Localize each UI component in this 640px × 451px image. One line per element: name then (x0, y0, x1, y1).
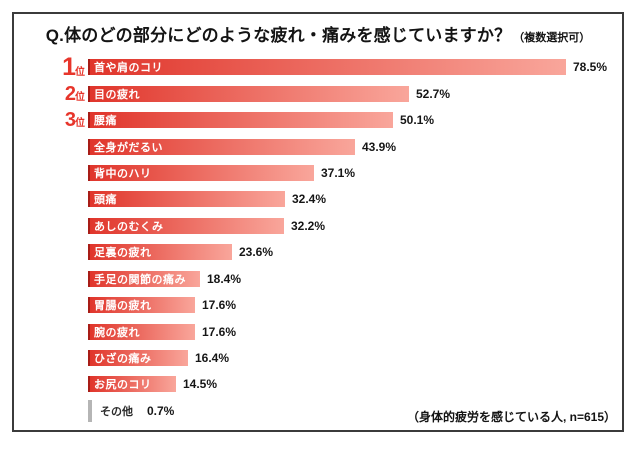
bar-value-label: 43.9% (362, 139, 397, 154)
bar: 首や肩のコリ (88, 59, 566, 76)
bar-value-label: 0.7% (147, 403, 175, 418)
bar: 胃腸の疲れ (88, 297, 195, 314)
table-row: お尻のコリ お尻のコリ 14.5% (14, 371, 622, 397)
bar-category-label: お尻のコリ (94, 379, 152, 392)
bar: 全身がだるい (88, 138, 355, 155)
table-row: 腕の疲れ 腕の疲れ 17.6% (14, 318, 622, 344)
bar: お尻のコリ (88, 376, 176, 393)
table-row: 全身がだるい 全身がだるい 43.9% (14, 133, 622, 159)
rank-label: 2位 (14, 84, 88, 104)
table-row: 手足の関節の痛み 手足の関節の痛み 18.4% (14, 266, 622, 292)
bar: 頭痛 (88, 191, 285, 208)
bar-category-label: 手足の関節の痛み (94, 273, 186, 286)
table-row: 胃腸の疲れ 胃腸の疲れ 17.6% (14, 292, 622, 318)
bar-value-label: 17.6% (202, 298, 237, 313)
table-row: 3位 腰痛 腰痛 50.1% (14, 107, 622, 133)
table-row: 足裏の疲れ 足裏の疲れ 23.6% (14, 239, 622, 265)
bar: 目の疲れ (88, 85, 409, 102)
table-row: あしのむくみ あしのむくみ 32.2% (14, 213, 622, 239)
rank-suffix: 位 (75, 118, 85, 130)
bar: その他 (88, 399, 92, 422)
bar: 腰痛 (88, 112, 393, 129)
bar-value-label: 18.4% (207, 271, 242, 286)
bar: 腕の疲れ (88, 323, 195, 340)
bar: あしのむくみ (88, 217, 284, 234)
bar-category-label: 背中のハリ (94, 167, 152, 180)
bar-value-label: 16.4% (195, 351, 230, 366)
question-text: Q.体のどの部分にどのような疲れ・痛みを感じていますか？ (45, 26, 512, 45)
rank-number: 1 (62, 52, 76, 81)
bar-category-label: 腰痛 (94, 115, 117, 128)
bar: 手足の関節の痛み (88, 270, 200, 287)
rank-number: 2 (64, 82, 76, 105)
bar-category-label: 全身がだるい (94, 141, 163, 154)
chart-title: Q.体のどの部分にどのような疲れ・痛みを感じていますか？ （複数選択可） (14, 21, 622, 46)
table-row: ひざの痛み ひざの痛み 16.4% (14, 345, 622, 371)
bar-category-label: 胃腸の疲れ (94, 300, 152, 313)
bar: 足裏の疲れ (88, 244, 232, 261)
bar-value-label: 23.6% (239, 245, 274, 260)
bar-value-label: 50.1% (400, 113, 435, 128)
rank-label: 1位 (14, 52, 88, 81)
rank-number: 3 (64, 109, 76, 132)
bar-category-label: ひざの痛み (94, 353, 152, 366)
bar-value-label: 14.5% (183, 377, 218, 392)
bar-category-label: 目の疲れ (94, 88, 140, 101)
bar-rows: 1位 首や肩のコリ 首や肩のコリ 78.5% 2位 目の疲れ 目の疲れ 52.7… (14, 54, 622, 424)
bar-value-label: 37.1% (321, 165, 356, 180)
rank-label: 3位 (14, 110, 88, 130)
chart-frame: Q.体のどの部分にどのような疲れ・痛みを感じていますか？ （複数選択可） 1位 首… (12, 12, 624, 432)
bar-value-label: 52.7% (416, 86, 451, 101)
bar-category-label: あしのむくみ (94, 220, 164, 233)
table-row: 背中のハリ 背中のハリ 37.1% (14, 160, 622, 186)
table-row: その他 その他 0.7% (14, 398, 622, 424)
table-row: 頭痛 頭痛 32.4% (14, 186, 622, 212)
bar-category-label-outside: その他 (100, 405, 133, 418)
bar-category-label: 頭痛 (94, 194, 117, 207)
bar: 背中のハリ (88, 164, 314, 181)
rank-suffix: 位 (75, 66, 85, 78)
bar-category-label: 足裏の疲れ (94, 247, 152, 260)
bar: ひざの痛み (88, 350, 188, 367)
table-row: 2位 目の疲れ 目の疲れ 52.7% (14, 80, 622, 106)
rank-suffix: 位 (75, 91, 85, 103)
bar-value-label: 32.4% (292, 192, 327, 207)
bar-category-label: 首や肩のコリ (94, 62, 163, 75)
bar-value-label: 17.6% (202, 324, 237, 339)
table-row: 1位 首や肩のコリ 首や肩のコリ 78.5% (14, 54, 622, 80)
multi-select-note: （複数選択可） (513, 32, 591, 44)
sample-note: （身体的疲労を感じている人, n=615） (406, 410, 616, 424)
bar-value-label: 78.5% (573, 60, 608, 75)
bar-value-label: 32.2% (291, 218, 326, 233)
bar-category-label: 腕の疲れ (94, 326, 140, 339)
